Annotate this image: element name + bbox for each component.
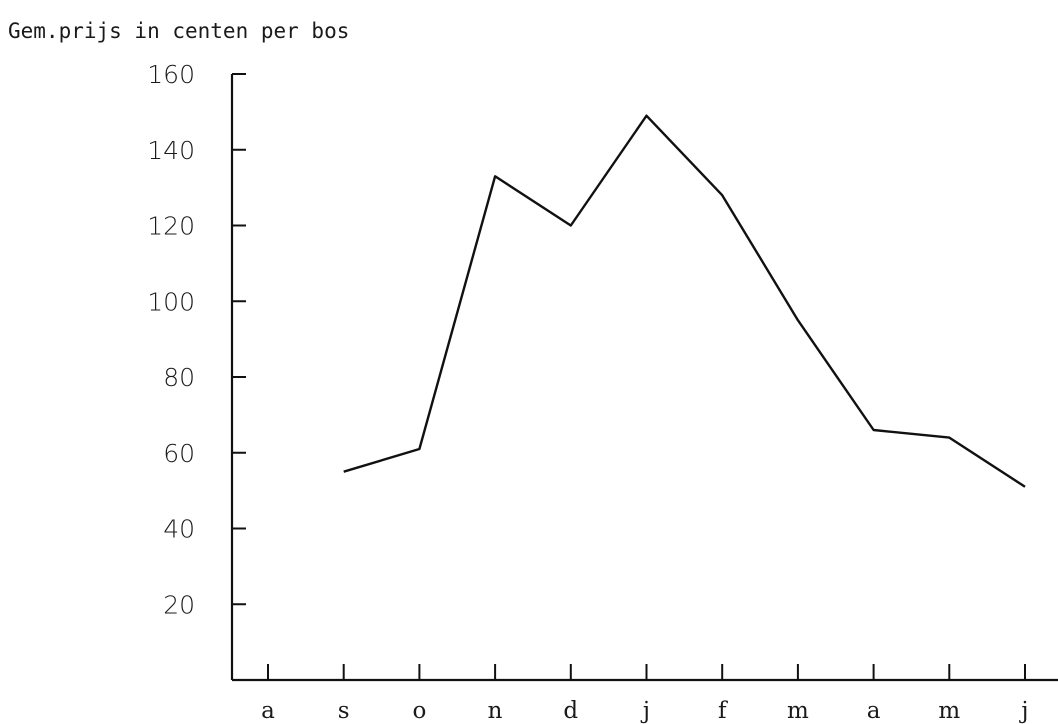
- x-tick-label: o: [412, 698, 426, 724]
- x-tick-label: s: [338, 698, 350, 724]
- y-tick-label: 100: [147, 287, 195, 316]
- y-tick-label: 120: [147, 212, 195, 241]
- y-axis-ticks: 20 40 60 80 100 120 140 160: [147, 60, 246, 619]
- axes: [230, 74, 1058, 682]
- x-tick-label: j: [640, 698, 650, 724]
- y-tick-label: 20: [163, 590, 195, 619]
- y-axis-title: Gem.prijs in centen per bos: [8, 19, 349, 43]
- y-tick-label: 80: [163, 363, 195, 392]
- x-tick-label: m: [787, 698, 809, 724]
- x-tick-label: a: [867, 698, 881, 724]
- y-tick-label: 140: [147, 136, 195, 165]
- x-tick-label: f: [718, 698, 728, 724]
- series-line: [343, 114, 1026, 488]
- y-tick-label: 60: [163, 439, 195, 468]
- x-tick-label: a: [261, 698, 275, 724]
- series-group: [343, 114, 1026, 488]
- x-tick-label: n: [488, 698, 503, 724]
- x-tick-label: d: [563, 698, 578, 724]
- y-tick-label: 40: [163, 515, 195, 544]
- x-tick-label: m: [938, 698, 960, 724]
- y-tick-label: 160: [147, 60, 195, 89]
- x-tick-label: j: [1018, 698, 1028, 724]
